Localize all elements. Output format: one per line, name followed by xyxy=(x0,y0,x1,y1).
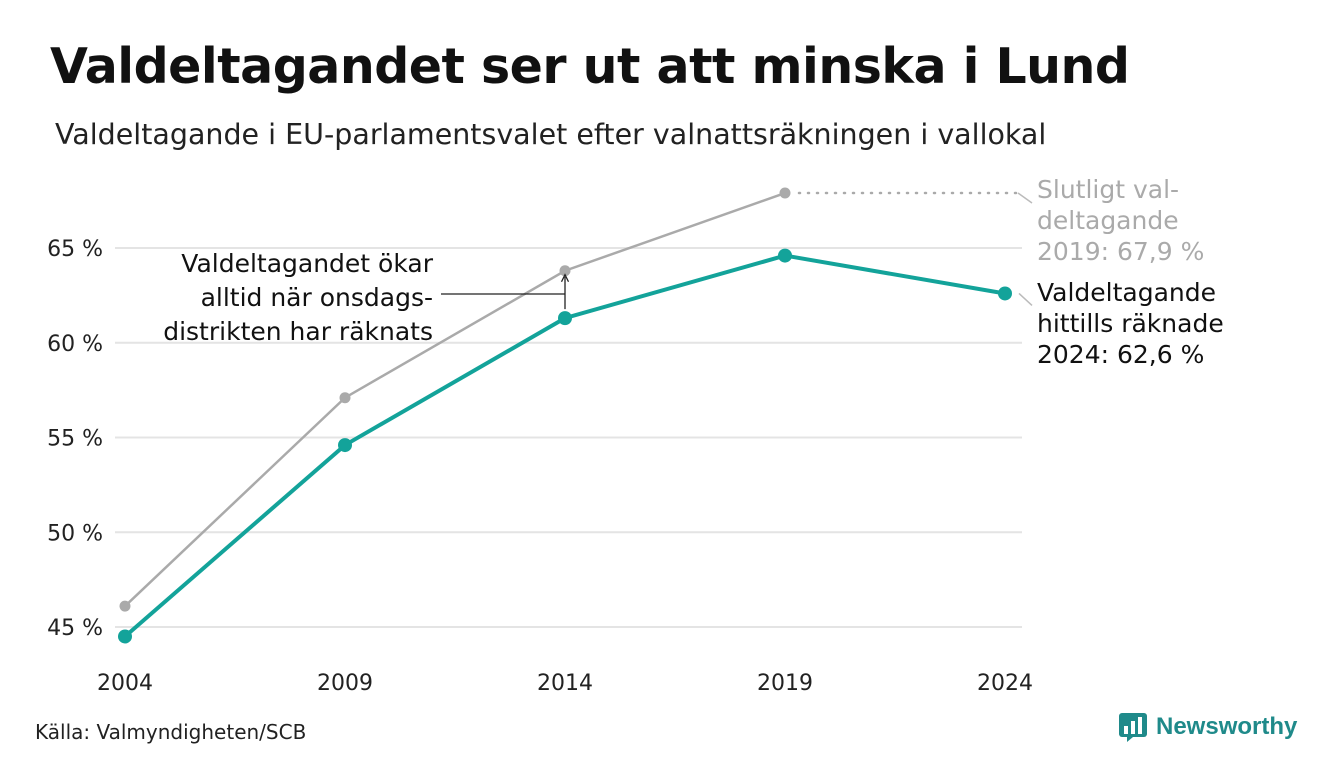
y-tick-label: 65 % xyxy=(47,237,103,262)
page-title: Valdeltagandet ser ut att minska i Lund xyxy=(50,38,1130,95)
annotation-note: Valdeltagandet ökar xyxy=(181,249,433,278)
data-point-count xyxy=(118,629,132,644)
series-line-final xyxy=(124,191,786,608)
data-point-final xyxy=(119,600,131,612)
x-tick-label: 2009 xyxy=(317,671,373,696)
x-tick-label: 2024 xyxy=(977,671,1033,696)
brand-logo: Newsworthy xyxy=(1118,712,1297,742)
annotation-count-2024: hittills räknade xyxy=(1037,309,1224,338)
data-point-final xyxy=(339,392,351,404)
x-tick-label: 2019 xyxy=(757,671,813,696)
annotation-count-2024: 2024: 62,6 % xyxy=(1037,340,1204,369)
y-tick-label: 55 % xyxy=(47,427,103,452)
newsworthy-logo-icon xyxy=(1119,713,1147,742)
annotation-final-2019: 2019: 67,9 % xyxy=(1037,237,1204,266)
y-tick-label: 60 % xyxy=(47,332,103,357)
data-point-final xyxy=(779,187,791,199)
annotation-note: alltid när onsdags- xyxy=(201,283,433,312)
data-point-count xyxy=(778,248,792,263)
data-point-final xyxy=(559,265,571,277)
y-tick-label: 50 % xyxy=(47,521,103,546)
y-tick-label: 45 % xyxy=(47,616,103,641)
annotation-final-2019: deltagande xyxy=(1037,206,1179,235)
final-leader xyxy=(1017,192,1033,204)
annotation-final-2019: Slutligt val- xyxy=(1037,175,1179,204)
annotation-count-2024: Valdeltagande xyxy=(1037,278,1216,307)
count-leader xyxy=(1018,292,1033,307)
note-arrowhead xyxy=(560,273,570,283)
x-tick-label: 2014 xyxy=(537,671,593,696)
data-point-count xyxy=(558,311,572,326)
brand-name: Newsworthy xyxy=(1156,713,1298,740)
source-note: Källa: Valmyndigheten/SCB xyxy=(35,720,307,744)
data-point-count xyxy=(998,286,1012,301)
page-subtitle: Valdeltagande i EU-parlamentsvalet efter… xyxy=(55,118,1047,151)
annotation-note: distrikten har räknats xyxy=(163,317,433,346)
x-tick-label: 2004 xyxy=(97,671,153,696)
data-point-count xyxy=(338,438,352,453)
